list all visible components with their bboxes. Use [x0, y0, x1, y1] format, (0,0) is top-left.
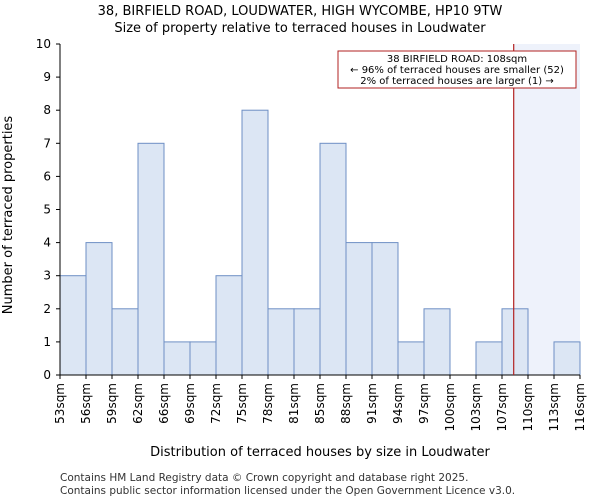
bar-88sqm: [345, 242, 373, 376]
y-tick-label-3: 3: [43, 269, 51, 283]
plot-area: 0 1 2 3 4 5 6 7 8 9 10 53sqm 56sqm 59sqm 62sqm 66sqm 69s…: [36, 37, 587, 431]
x-tick-label-94sqm: 94sqm: [391, 383, 405, 424]
x-tick-label-97sqm: 97sqm: [417, 383, 431, 424]
y-tick-label-1: 1: [43, 335, 51, 349]
annotation-line3: 2% of terraced houses are larger (1) →: [360, 76, 554, 87]
bar-94sqm: [397, 341, 425, 376]
bar-72sqm: [215, 275, 243, 376]
footer-line1: Contains HM Land Registry data © Crown c…: [60, 472, 468, 484]
bar-78sqm: [267, 308, 295, 376]
bar-66sqm: [163, 341, 191, 376]
x-axis-label: Distribution of terraced houses by size …: [150, 445, 490, 460]
annotation-line2: ← 96% of terraced houses are smaller (52…: [350, 65, 564, 76]
bar-97sqm: [423, 308, 451, 376]
bar-91sqm: [371, 242, 399, 376]
x-tick-label-100sqm: 100sqm: [443, 383, 457, 431]
y-tick-label-8: 8: [43, 103, 51, 117]
bar-103sqm: [475, 341, 503, 376]
annotation-box: [337, 50, 577, 89]
x-tick-label-66sqm: 66sqm: [157, 383, 171, 424]
x-tick-label-91sqm: 91sqm: [365, 383, 379, 424]
y-tick-label-10: 10: [36, 37, 51, 51]
bar-69sqm: [189, 341, 217, 376]
y-tick-label-7: 7: [43, 136, 51, 150]
x-tick-label-116sqm: 116sqm: [573, 383, 587, 431]
bar-75sqm: [241, 109, 269, 376]
x-tick-label-110sqm: 110sqm: [521, 383, 535, 431]
x-tick-label-103sqm: 103sqm: [469, 383, 483, 431]
x-tick-label-113sqm: 113sqm: [547, 383, 561, 431]
bar-113sqm: [553, 341, 581, 376]
chart-title-line1: 38, BIRFIELD ROAD, LOUDWATER, HIGH WYCOM…: [98, 4, 503, 19]
x-tick-label-59sqm: 59sqm: [105, 383, 119, 424]
x-tick-label-53sqm: 53sqm: [53, 383, 67, 424]
y-tick-label-9: 9: [43, 70, 51, 84]
annotation-line1: 38 BIRFIELD ROAD: 108sqm: [387, 54, 527, 65]
y-tick-label-2: 2: [43, 302, 51, 316]
x-tick-label-75sqm: 75sqm: [235, 383, 249, 424]
bar-85sqm: [319, 142, 347, 376]
x-tick-label-62sqm: 62sqm: [131, 383, 145, 424]
bar-62sqm: [137, 142, 165, 376]
x-tick-label-88sqm: 88sqm: [339, 383, 353, 424]
bar-53sqm: [59, 275, 87, 376]
y-tick-label-4: 4: [43, 236, 51, 250]
y-axis-label: Number of terraced properties: [1, 116, 16, 315]
x-tick-label-69sqm: 69sqm: [183, 383, 197, 424]
chart-title-line2: Size of property relative to terraced ho…: [114, 21, 486, 36]
x-tick-label-78sqm: 78sqm: [261, 383, 275, 424]
bar-59sqm: [111, 308, 139, 376]
x-tick-label-85sqm: 85sqm: [313, 383, 327, 424]
x-tick-label-107sqm: 107sqm: [495, 383, 509, 431]
x-tick-label-81sqm: 81sqm: [287, 383, 301, 424]
bar-56sqm: [85, 242, 113, 376]
footer-line2: Contains public sector information licen…: [60, 485, 515, 497]
bar-107sqm: [501, 308, 529, 376]
y-tick-label-6: 6: [43, 169, 51, 183]
y-tick-label-5: 5: [43, 203, 51, 217]
x-tick-label-56sqm: 56sqm: [79, 383, 93, 424]
y-tick-label-0: 0: [43, 368, 51, 382]
bar-81sqm: [293, 308, 321, 376]
x-tick-label-72sqm: 72sqm: [209, 383, 223, 424]
